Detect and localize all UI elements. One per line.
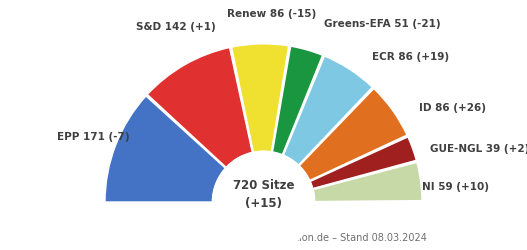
Circle shape (213, 152, 314, 250)
Wedge shape (231, 44, 289, 153)
Wedge shape (310, 137, 417, 189)
Text: Greens-EFA 51 (-21): Greens-EFA 51 (-21) (324, 18, 441, 28)
Text: S&D 142 (+1): S&D 142 (+1) (136, 22, 216, 32)
Text: ECR 86 (+19): ECR 86 (+19) (372, 52, 448, 62)
Text: (+15): (+15) (245, 196, 282, 209)
Wedge shape (272, 46, 323, 156)
Wedge shape (313, 162, 422, 202)
Text: EPP 171 (-7): EPP 171 (-7) (57, 131, 130, 141)
Text: Renew 86 (-15): Renew 86 (-15) (227, 9, 316, 19)
Text: NI 59 (+10): NI 59 (+10) (422, 182, 490, 192)
Text: ID 86 (+26): ID 86 (+26) (419, 102, 486, 113)
Text: GUE-NGL 39 (+2): GUE-NGL 39 (+2) (431, 144, 527, 154)
Wedge shape (105, 96, 226, 202)
Wedge shape (299, 89, 407, 181)
Text: 720 Sitze: 720 Sitze (233, 178, 294, 191)
Wedge shape (147, 48, 253, 168)
Wedge shape (283, 56, 373, 166)
Text: election.de – Stand 08.03.2024: election.de – Stand 08.03.2024 (275, 232, 427, 242)
